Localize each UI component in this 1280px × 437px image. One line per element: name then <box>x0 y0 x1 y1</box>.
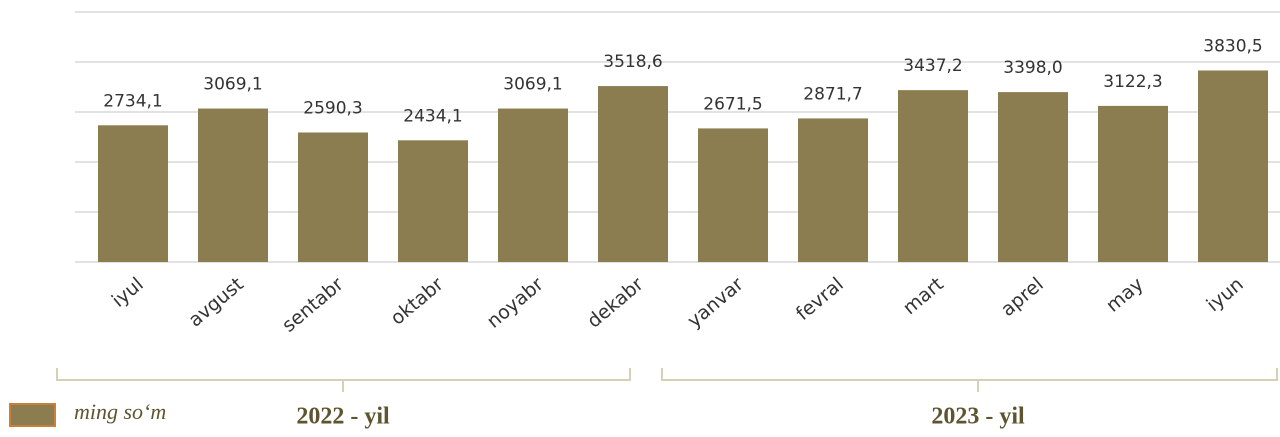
bar <box>698 128 768 262</box>
data-label: 2434,1 <box>403 106 462 126</box>
x-tick-label: mart <box>899 273 948 319</box>
bar <box>98 125 168 262</box>
data-label: 3122,3 <box>1103 72 1162 92</box>
x-tick-label: aprel <box>997 273 1048 321</box>
x-tick-label: iyun <box>1202 273 1247 316</box>
x-tick-label: noyabr <box>483 273 548 333</box>
bar <box>398 140 468 262</box>
data-label: 3069,1 <box>203 75 262 95</box>
x-tick-label: sentabr <box>278 273 348 337</box>
bar <box>298 132 368 262</box>
data-label: 2734,1 <box>103 91 162 111</box>
x-tick-label: iyul <box>108 273 148 312</box>
x-tick-label: may <box>1102 273 1148 316</box>
x-tick-label: yanvar <box>683 273 748 332</box>
group-label: 2022 - yil <box>296 404 390 430</box>
bar <box>198 108 268 262</box>
group-brackets <box>56 368 1278 392</box>
data-label: 2871,7 <box>803 84 862 104</box>
data-label: 2590,3 <box>303 98 362 118</box>
data-label: 3437,2 <box>903 56 962 76</box>
x-tick-label: fevral <box>792 273 848 325</box>
x-tick-label: avgust <box>184 273 247 331</box>
data-label: 3518,6 <box>603 52 662 72</box>
bar <box>798 118 868 262</box>
data-label: 2671,5 <box>703 94 762 114</box>
bar <box>998 92 1068 262</box>
bracket-2023 <box>661 368 1278 392</box>
bar <box>1098 105 1168 262</box>
bar <box>498 108 568 262</box>
data-label: 3069,1 <box>503 75 562 95</box>
x-tick-label: oktabr <box>386 273 447 330</box>
data-label: 3830,5 <box>1203 36 1262 56</box>
bracket-2022 <box>56 368 631 392</box>
x-tick-label: dekabr <box>583 273 648 332</box>
group-label: 2023 - yil <box>931 404 1025 430</box>
legend-swatch <box>9 403 56 427</box>
legend-label: ming so‘m <box>74 399 166 424</box>
data-label: 3398,0 <box>1003 58 1062 78</box>
bar <box>1198 70 1268 262</box>
bar <box>898 90 968 262</box>
bar <box>598 86 668 262</box>
